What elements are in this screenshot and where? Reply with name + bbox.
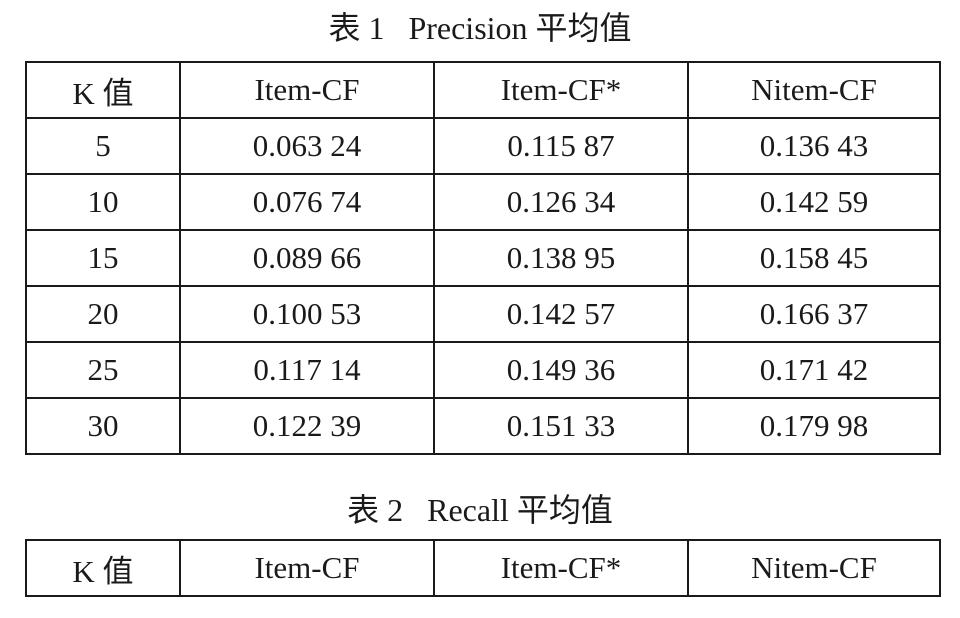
table-row: 30 0.122 39 0.151 33 0.179 98 (25, 397, 941, 455)
table-cell: 5 (25, 117, 181, 175)
table-row: 5 0.063 24 0.115 87 0.136 43 (25, 117, 941, 175)
header-cell-k: K 值 (25, 539, 181, 597)
table-row: 15 0.089 66 0.138 95 0.158 45 (25, 229, 941, 287)
table-cell: 0.158 45 (687, 229, 941, 287)
table-cell: 0.089 66 (179, 229, 435, 287)
table-cell: 10 (25, 173, 181, 231)
table-cell: 0.142 57 (433, 285, 689, 343)
table-cell: 0.149 36 (433, 341, 689, 399)
header-cell-k: K 值 (25, 61, 181, 119)
table-row: 25 0.117 14 0.149 36 0.171 42 (25, 341, 941, 399)
table-cell: 0.063 24 (179, 117, 435, 175)
table-cell: 0.136 43 (687, 117, 941, 175)
table-row: 20 0.100 53 0.142 57 0.166 37 (25, 285, 941, 343)
header-cell-item-cf: Item-CF (179, 539, 435, 597)
table-cell: 0.171 42 (687, 341, 941, 399)
table-cell: 0.166 37 (687, 285, 941, 343)
table-header-row: K 值 Item-CF Item-CF* Nitem-CF (25, 539, 941, 597)
table-cell: 0.100 53 (179, 285, 435, 343)
header-cell-item-cf: Item-CF (179, 61, 435, 119)
table-cell: 0.076 74 (179, 173, 435, 231)
table-cell: 0.142 59 (687, 173, 941, 231)
table-cell: 0.122 39 (179, 397, 435, 455)
header-cell-nitem-cf: Nitem-CF (687, 539, 941, 597)
precision-table: K 值 Item-CF Item-CF* Nitem-CF 5 0.063 24… (25, 61, 941, 455)
table-cell: 0.138 95 (433, 229, 689, 287)
table-cell: 0.151 33 (433, 397, 689, 455)
table-cell: 30 (25, 397, 181, 455)
recall-table: K 值 Item-CF Item-CF* Nitem-CF (25, 539, 941, 597)
table-cell: 0.117 14 (179, 341, 435, 399)
header-cell-item-cf-star: Item-CF* (433, 539, 689, 597)
table-cell: 0.115 87 (433, 117, 689, 175)
table-row: 10 0.076 74 0.126 34 0.142 59 (25, 173, 941, 231)
table-cell: 25 (25, 341, 181, 399)
table-cell: 15 (25, 229, 181, 287)
table-1-caption: 表 1 Precision 平均值 (328, 10, 632, 46)
table-cell: 20 (25, 285, 181, 343)
header-cell-item-cf-star: Item-CF* (433, 61, 689, 119)
table-cell: 0.179 98 (687, 397, 941, 455)
header-cell-nitem-cf: Nitem-CF (687, 61, 941, 119)
table-2-caption: 表 2 Recall 平均值 (347, 492, 613, 528)
table-header-row: K 值 Item-CF Item-CF* Nitem-CF (25, 61, 941, 119)
table-cell: 0.126 34 (433, 173, 689, 231)
